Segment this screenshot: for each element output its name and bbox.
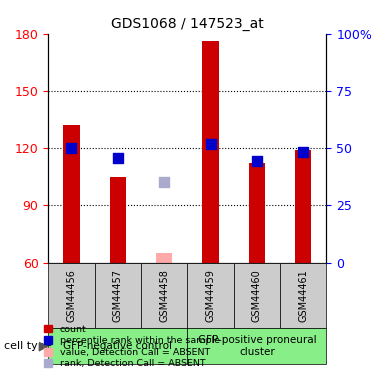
Bar bbox=[280, 262, 326, 328]
Point bbox=[254, 159, 260, 165]
Bar bbox=[203, 41, 219, 262]
Bar bbox=[187, 262, 234, 328]
Point bbox=[115, 154, 121, 160]
Text: GSM44458: GSM44458 bbox=[159, 269, 169, 322]
Point bbox=[301, 149, 306, 155]
Bar bbox=[48, 262, 95, 328]
Text: cell type: cell type bbox=[4, 341, 51, 351]
Point bbox=[161, 179, 167, 185]
Text: ▶: ▶ bbox=[39, 339, 49, 352]
Text: GSM44460: GSM44460 bbox=[252, 269, 262, 322]
Bar bbox=[187, 328, 326, 364]
Text: GFP-positive proneural
cluster: GFP-positive proneural cluster bbox=[198, 335, 316, 357]
Bar bbox=[110, 177, 126, 262]
Text: GSM44456: GSM44456 bbox=[66, 269, 76, 322]
Bar bbox=[234, 262, 280, 328]
Bar bbox=[141, 262, 187, 328]
Bar bbox=[63, 125, 79, 262]
Title: GDS1068 / 147523_at: GDS1068 / 147523_at bbox=[111, 17, 264, 32]
Bar bbox=[295, 150, 311, 262]
Point bbox=[208, 141, 214, 147]
Text: GFP-negative control: GFP-negative control bbox=[63, 341, 172, 351]
Legend: count, percentile rank within the sample, value, Detection Call = ABSENT, rank, : count, percentile rank within the sample… bbox=[42, 323, 221, 370]
Text: GSM44459: GSM44459 bbox=[206, 269, 216, 322]
Bar bbox=[249, 164, 265, 262]
Text: GSM44461: GSM44461 bbox=[298, 269, 308, 322]
Bar bbox=[95, 262, 141, 328]
Bar bbox=[48, 328, 187, 364]
Text: GSM44457: GSM44457 bbox=[113, 269, 123, 322]
Point bbox=[69, 145, 75, 151]
Bar bbox=[156, 253, 172, 262]
